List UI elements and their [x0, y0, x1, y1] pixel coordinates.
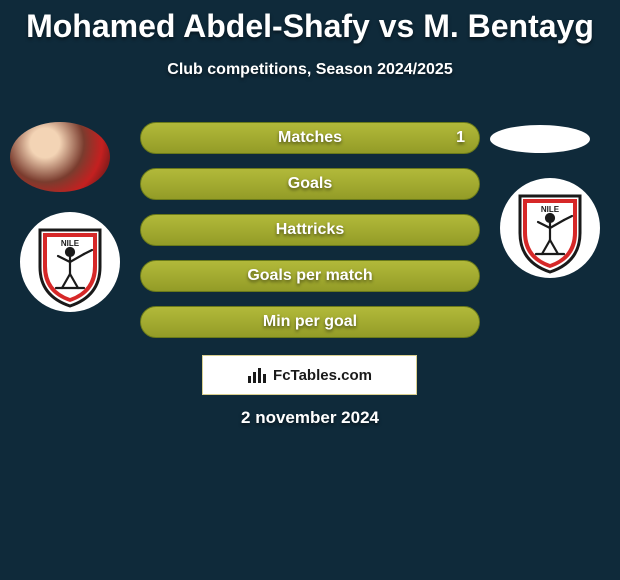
page-title: Mohamed Abdel-Shafy vs M. Bentayg: [0, 0, 620, 45]
page-subtitle: Club competitions, Season 2024/2025: [0, 61, 620, 79]
stat-value: 1: [456, 129, 465, 147]
stat-bar-min-per-goal: Min per goal: [140, 306, 480, 338]
stat-bar-goals-per-match: Goals per match: [140, 260, 480, 292]
svg-text:NILE: NILE: [541, 205, 560, 214]
stat-label: Matches: [278, 129, 342, 147]
svg-text:NILE: NILE: [61, 239, 80, 248]
player2-club-badge: NILE: [500, 178, 600, 278]
player2-avatar: [490, 125, 590, 153]
player1-avatar: [10, 122, 110, 192]
bars-icon: [247, 366, 267, 384]
fctables-text: FcTables.com: [273, 367, 372, 384]
stat-label: Goals: [288, 175, 332, 193]
stat-bar-hattricks: Hattricks: [140, 214, 480, 246]
fctables-watermark: FcTables.com: [202, 355, 417, 395]
stat-bar-goals: Goals: [140, 168, 480, 200]
stat-label: Hattricks: [276, 221, 344, 239]
player1-club-badge: NILE: [20, 212, 120, 312]
stat-label: Goals per match: [247, 267, 372, 285]
date-text: 2 november 2024: [0, 408, 620, 428]
stat-label: Min per goal: [263, 313, 357, 331]
stat-bar-matches: Matches 1: [140, 122, 480, 154]
